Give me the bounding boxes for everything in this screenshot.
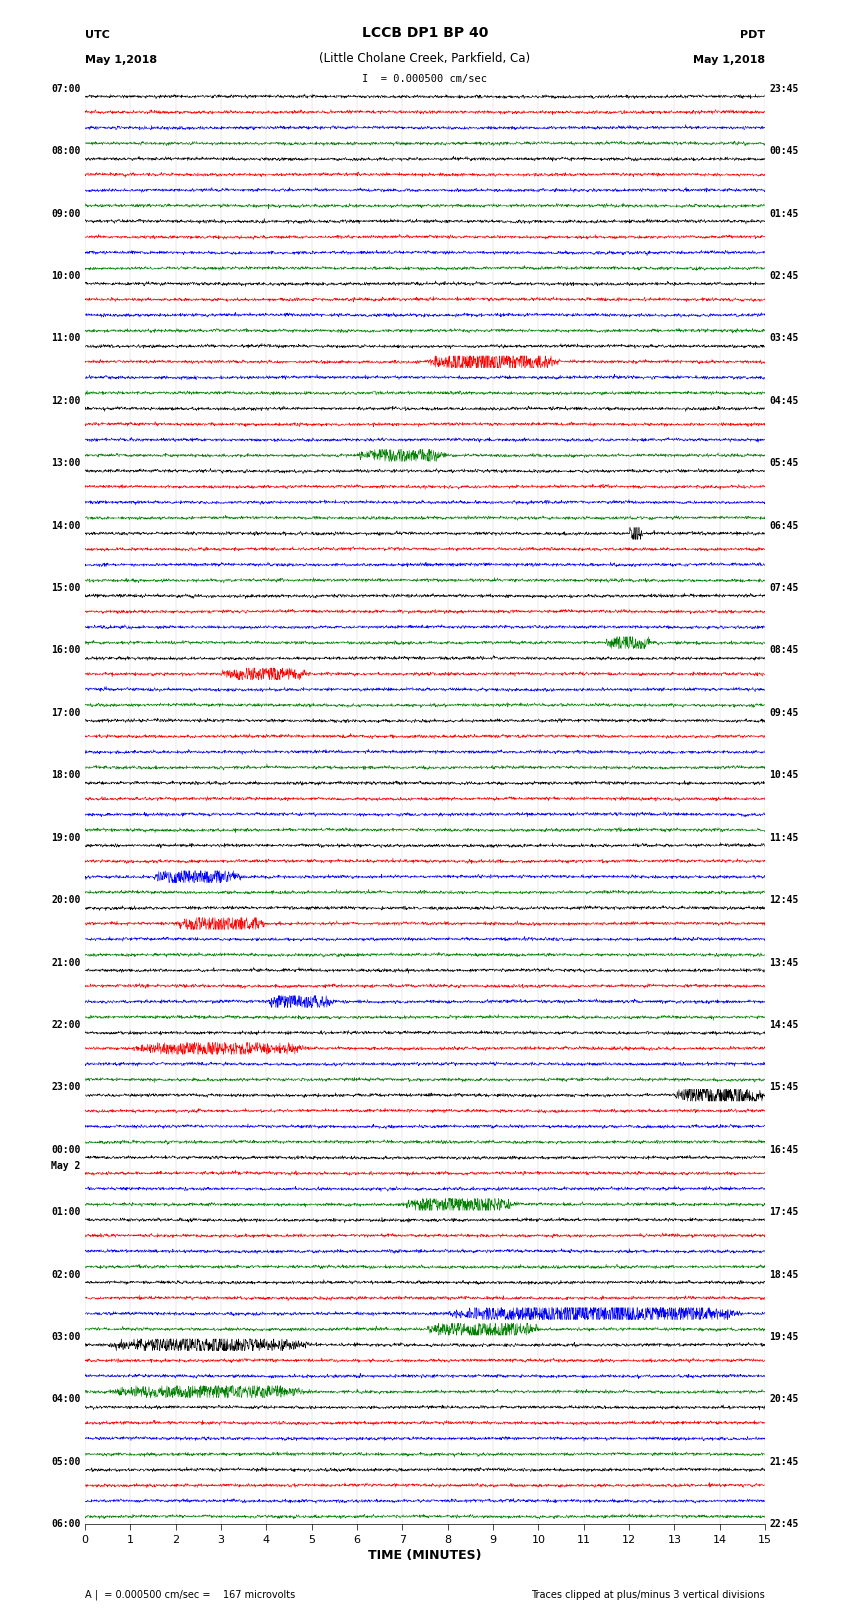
Text: 14:00: 14:00 [51,521,81,531]
Text: 22:00: 22:00 [51,1019,81,1031]
Text: 22:45: 22:45 [769,1519,799,1529]
Text: 21:45: 21:45 [769,1457,799,1466]
Text: 21:00: 21:00 [51,958,81,968]
X-axis label: TIME (MINUTES): TIME (MINUTES) [368,1548,482,1561]
Text: 15:00: 15:00 [51,582,81,594]
Text: 09:45: 09:45 [769,708,799,718]
Text: 19:00: 19:00 [51,832,81,842]
Text: 07:00: 07:00 [51,84,81,94]
Text: 14:45: 14:45 [769,1019,799,1031]
Text: 02:45: 02:45 [769,271,799,281]
Text: 03:00: 03:00 [51,1332,81,1342]
Text: 00:45: 00:45 [769,147,799,156]
Text: 20:45: 20:45 [769,1395,799,1405]
Text: 23:45: 23:45 [769,84,799,94]
Text: 18:45: 18:45 [769,1269,799,1279]
Text: I  = 0.000500 cm/sec: I = 0.000500 cm/sec [362,74,488,84]
Text: 11:45: 11:45 [769,832,799,842]
Text: 07:45: 07:45 [769,582,799,594]
Text: 13:00: 13:00 [51,458,81,468]
Text: (Little Cholane Creek, Parkfield, Ca): (Little Cholane Creek, Parkfield, Ca) [320,52,530,65]
Text: A |  = 0.000500 cm/sec =    167 microvolts: A | = 0.000500 cm/sec = 167 microvolts [85,1589,295,1600]
Text: 11:00: 11:00 [51,334,81,344]
Text: May 1,2018: May 1,2018 [693,55,765,65]
Text: 23:00: 23:00 [51,1082,81,1092]
Text: 02:00: 02:00 [51,1269,81,1279]
Text: 06:45: 06:45 [769,521,799,531]
Text: 04:45: 04:45 [769,395,799,406]
Text: 09:00: 09:00 [51,208,81,218]
Text: PDT: PDT [740,31,765,40]
Text: 00:00: 00:00 [51,1145,81,1155]
Text: Traces clipped at plus/minus 3 vertical divisions: Traces clipped at plus/minus 3 vertical … [531,1590,765,1600]
Text: 16:45: 16:45 [769,1145,799,1155]
Text: LCCB DP1 BP 40: LCCB DP1 BP 40 [362,26,488,40]
Text: 01:45: 01:45 [769,208,799,218]
Text: 10:00: 10:00 [51,271,81,281]
Text: May 2: May 2 [51,1161,81,1171]
Text: 12:45: 12:45 [769,895,799,905]
Text: 08:00: 08:00 [51,147,81,156]
Text: 15:45: 15:45 [769,1082,799,1092]
Text: 03:45: 03:45 [769,334,799,344]
Text: 13:45: 13:45 [769,958,799,968]
Text: 04:00: 04:00 [51,1395,81,1405]
Text: 10:45: 10:45 [769,771,799,781]
Text: 01:00: 01:00 [51,1207,81,1218]
Text: 20:00: 20:00 [51,895,81,905]
Text: 18:00: 18:00 [51,771,81,781]
Text: 05:00: 05:00 [51,1457,81,1466]
Text: May 1,2018: May 1,2018 [85,55,157,65]
Text: 05:45: 05:45 [769,458,799,468]
Text: 08:45: 08:45 [769,645,799,655]
Text: 12:00: 12:00 [51,395,81,406]
Text: 16:00: 16:00 [51,645,81,655]
Text: 19:45: 19:45 [769,1332,799,1342]
Text: UTC: UTC [85,31,110,40]
Text: 06:00: 06:00 [51,1519,81,1529]
Text: 17:00: 17:00 [51,708,81,718]
Text: 17:45: 17:45 [769,1207,799,1218]
